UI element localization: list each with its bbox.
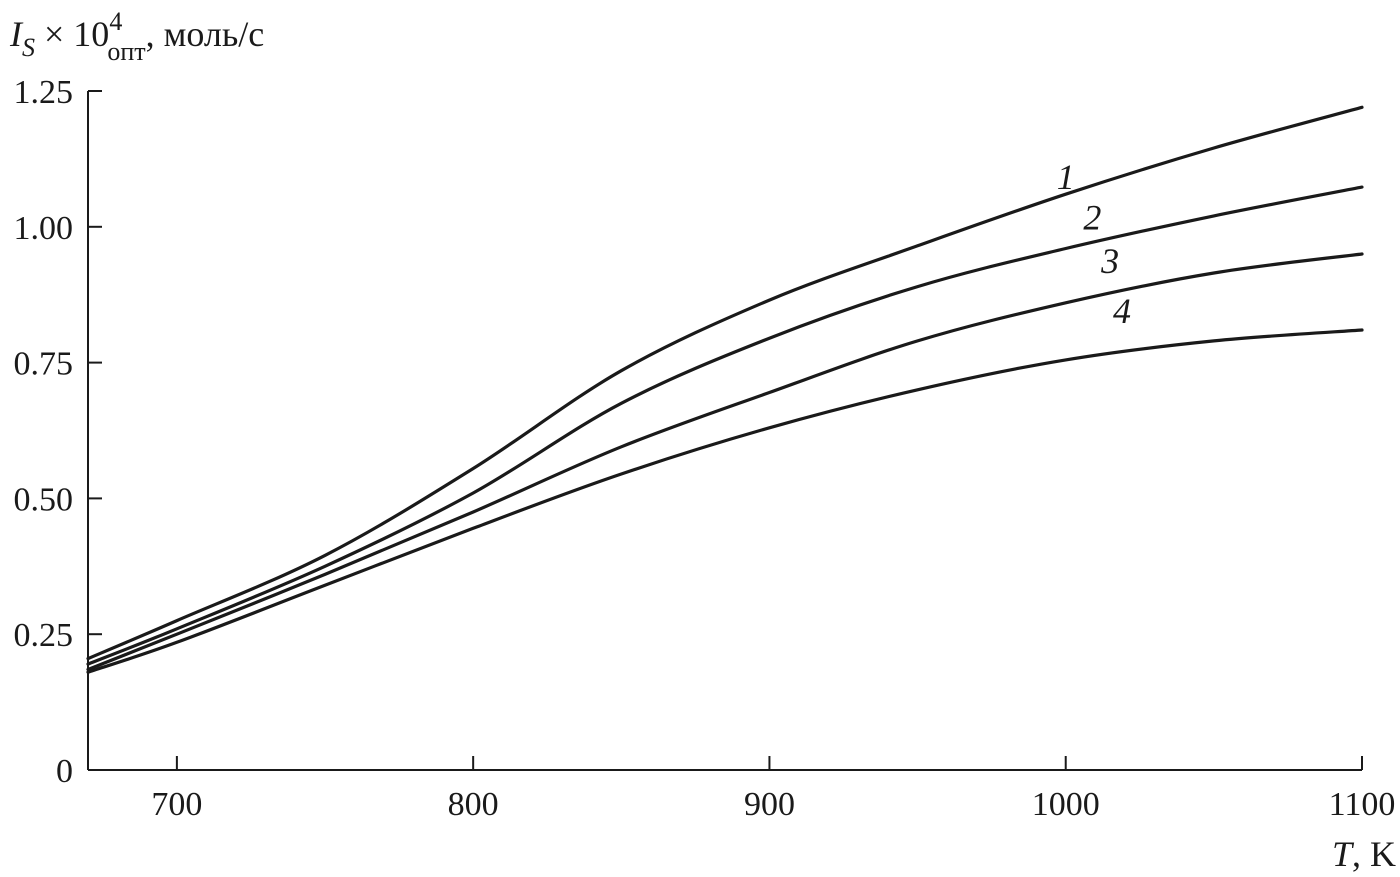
y-axis-unit: , моль/с [146,14,265,54]
y-tick-label: 0.50 [14,481,74,518]
x-tick-label: 1100 [1329,786,1396,823]
series-line-2 [86,185,1364,666]
series-line-4 [86,328,1364,674]
y-axis-multiplier: × 10 [35,14,109,54]
series-line-1 [86,105,1364,661]
curve-labels: 123 4 [1057,157,1131,331]
y-tick-label: 0 [56,753,73,790]
series-label-2: 2 [1083,198,1101,238]
curves [86,105,1364,674]
series-label-3: 3 [1100,241,1119,281]
y-tick-label: 0.75 [14,346,74,383]
x-tick-label: 700 [151,786,202,823]
y-tick-label: 1.00 [14,210,74,247]
x-ticks: 700 800 900 1000 1100 [151,756,1395,823]
x-axis-unit: , K [1352,834,1396,874]
x-tick-label: 800 [448,786,499,823]
y-axis-exponent-subscript: опт [107,37,145,66]
x-tick-label: 900 [744,786,795,823]
x-axis-symbol: T [1332,834,1355,874]
y-axis-exponent: 4 [109,7,122,36]
y-axis-symbol-subscript: S [22,33,35,62]
x-axis-title: T, K [1332,834,1396,874]
y-axis-title: IS × 104 опт, моль/с [9,7,264,66]
y-tick-label: 1.25 [14,74,74,111]
y-axis-symbol: I [9,14,24,54]
series-line-3 [86,252,1364,672]
series-label-1: 1 [1057,157,1075,197]
y-tick-label: 0.25 [14,617,74,654]
y-ticks: 0 0.25 0.50 0.75 1.00 1.25 [14,74,102,790]
series-label-4: 4 [1113,291,1131,331]
x-tick-label: 1000 [1032,786,1100,823]
